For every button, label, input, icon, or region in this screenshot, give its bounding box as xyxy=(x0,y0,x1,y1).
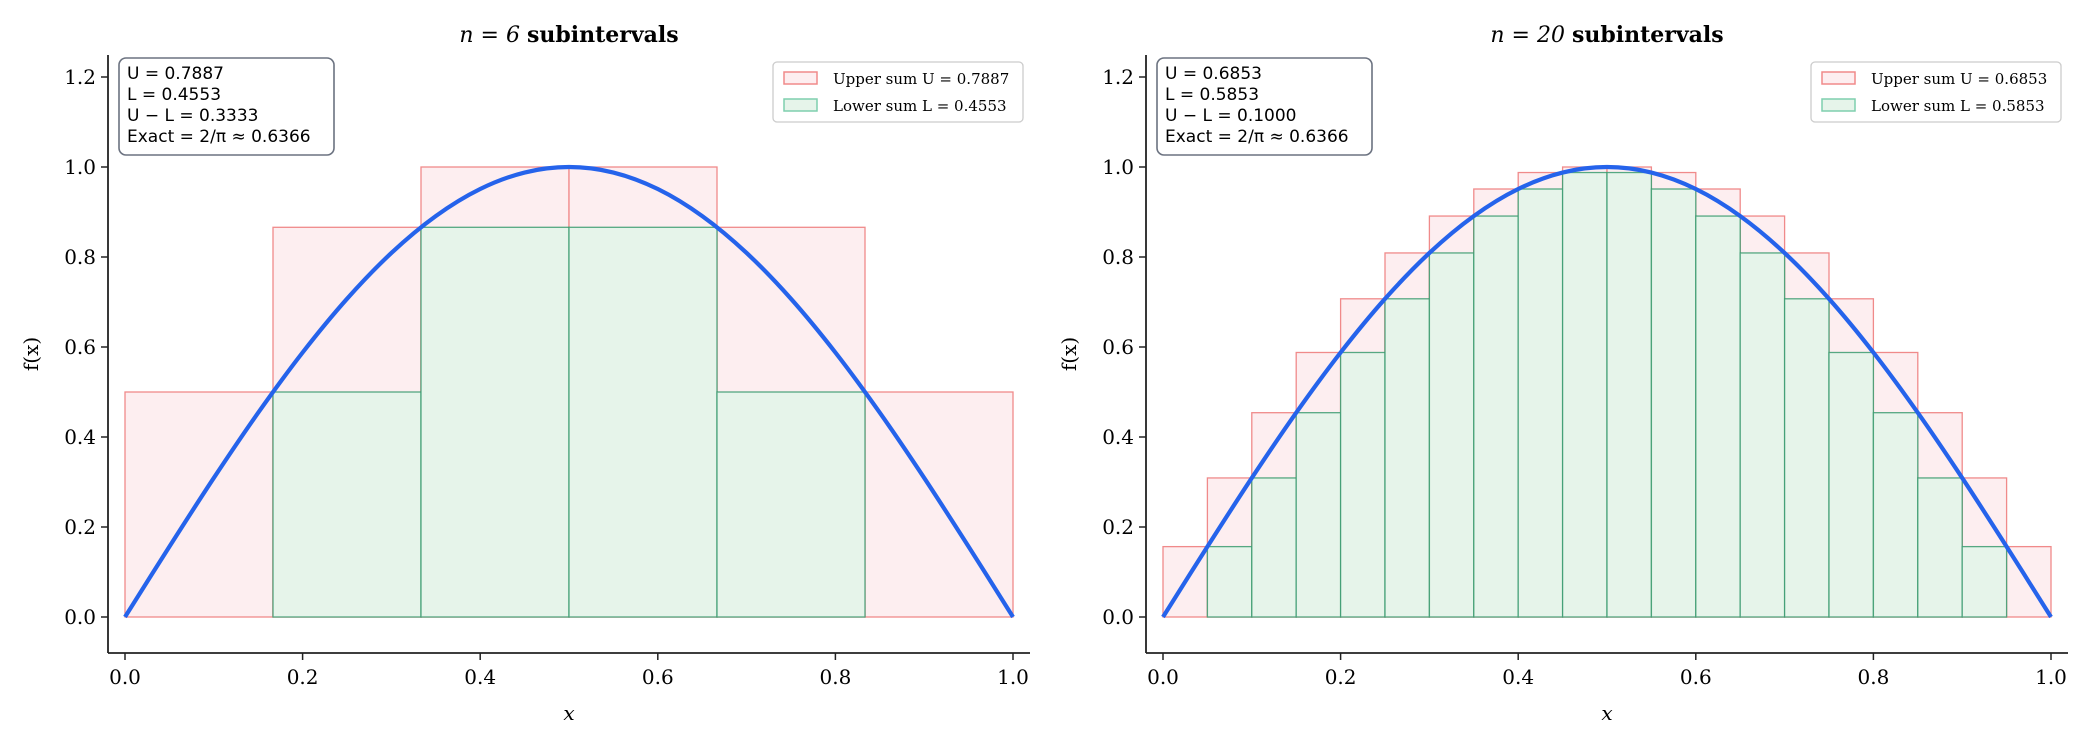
x-tick-label: 0.4 xyxy=(1502,665,1534,689)
lower-sum-bar xyxy=(420,226,570,618)
lower-sum-bar xyxy=(1606,171,1653,618)
chart-title-text: subintervals xyxy=(527,22,679,48)
lower-sum-bar xyxy=(272,391,422,618)
legend-swatch-lower xyxy=(783,98,818,112)
x-tick-label: 0.0 xyxy=(109,665,141,689)
lower-sum-bar xyxy=(1695,215,1741,618)
y-axis-label: f(x) xyxy=(19,337,43,371)
y-tick-label: 0.4 xyxy=(1102,425,1134,449)
x-axis-label: x xyxy=(563,701,574,725)
annotation-line: L = 0.4553 xyxy=(127,85,221,105)
x-tick-label: 0.0 xyxy=(1147,665,1179,689)
legend-swatch-upper xyxy=(1821,71,1856,85)
chart-title-text: subintervals xyxy=(1572,22,1724,48)
x-tick-label: 0.2 xyxy=(1325,665,1357,689)
chart-panel-1: 0.0 0.2 0.4 0.6 0.8 1.0 0.0 0.2 0.4 0.6 0.8 1.0 1.2 x… xyxy=(19,22,1030,725)
lower-sum-bar xyxy=(1917,477,1963,618)
annotation-box xyxy=(1156,57,1373,156)
y-tick-label: 1.2 xyxy=(1102,65,1134,89)
legend-label-upper: Upper sum U = 0.7887 xyxy=(833,70,1009,88)
legend-label-lower: Lower sum L = 0.4553 xyxy=(833,97,1007,115)
lower-sum-bar xyxy=(1872,412,1919,618)
lower-sum-bar xyxy=(1739,252,1786,618)
annotation-line: U = 0.6853 xyxy=(1165,64,1262,84)
chart-title-math: n = 6 xyxy=(459,23,527,48)
lower-sum-bar xyxy=(1517,188,1564,618)
lower-sum-bar xyxy=(1339,351,1386,618)
lower-sum-bar xyxy=(1650,188,1697,618)
y-tick-label: 0.8 xyxy=(64,245,96,269)
y-tick-label: 0.6 xyxy=(64,335,96,359)
lower-sum-bar xyxy=(716,391,866,618)
function-curve xyxy=(123,164,1015,619)
x-tick-label: 0.8 xyxy=(819,665,851,689)
x-tick-label: 0.2 xyxy=(287,665,319,689)
y-tick-label: 0.0 xyxy=(1102,605,1134,629)
annotation-line: L = 0.5853 xyxy=(1165,85,1259,105)
lower-sum-bar xyxy=(1206,545,1253,618)
lower-sum-bar xyxy=(568,226,718,618)
lower-sum-bar xyxy=(1428,252,1475,618)
x-tick-label: 1.0 xyxy=(997,665,1029,689)
x-axis-label: x xyxy=(1601,701,1612,725)
y-tick-label: 1.0 xyxy=(64,155,96,179)
chart-title: n = 20 subintervals xyxy=(1490,22,1723,48)
x-tick-label: 0.6 xyxy=(1680,665,1712,689)
x-tick-label: 0.8 xyxy=(1857,665,1889,689)
lower-sum-bar xyxy=(1828,351,1875,618)
annotation-line: Exact = 2/π ≈ 0.6366 xyxy=(127,127,311,147)
y-tick-label: 1.0 xyxy=(1102,155,1134,179)
legend-swatch-upper xyxy=(783,71,818,85)
legend-label-lower: Lower sum L = 0.5853 xyxy=(1871,97,2045,115)
y-tick-label: 0.0 xyxy=(64,605,96,629)
chart-panel-2: 0.0 0.2 0.4 0.6 0.8 1.0 0.0 0.2 0.4 0.6 0.8 1.0 1.2 x… xyxy=(1057,22,2068,725)
lower-sum-bar xyxy=(1295,412,1342,618)
y-tick-label: 0.8 xyxy=(1102,245,1134,269)
lower-sum-bar xyxy=(1384,298,1431,618)
lower-sum-bar xyxy=(1783,298,1830,618)
y-tick-label: 0.6 xyxy=(1102,335,1134,359)
y-tick-label: 1.2 xyxy=(64,65,96,89)
y-axis-label: f(x) xyxy=(1057,337,1081,371)
x-tick-label: 0.4 xyxy=(464,665,496,689)
lower-sum-bar xyxy=(1473,215,1519,618)
lower-sum-bar xyxy=(1251,477,1297,618)
x-tick-label: 1.0 xyxy=(2035,665,2067,689)
y-tick-label: 0.4 xyxy=(64,425,96,449)
y-tick-label: 0.2 xyxy=(1102,515,1134,539)
function-curve xyxy=(1161,164,2053,619)
annotation-line: Exact = 2/π ≈ 0.6366 xyxy=(1165,127,1349,147)
lower-sum-bar xyxy=(1561,171,1608,618)
annotation-line: U = 0.7887 xyxy=(127,64,224,84)
lower-sum-bar xyxy=(1961,545,2008,618)
legend-box xyxy=(1810,61,2062,123)
legend-swatch-lower xyxy=(1821,98,1856,112)
chart-title: n = 6 subintervals xyxy=(459,22,678,48)
chart-title-math: n = 20 xyxy=(1490,23,1572,48)
y-tick-label: 0.2 xyxy=(64,515,96,539)
annotation-box xyxy=(118,57,335,156)
legend-box xyxy=(772,61,1024,123)
legend-label-upper: Upper sum U = 0.6853 xyxy=(1871,70,2047,88)
x-tick-label: 0.6 xyxy=(642,665,674,689)
annotation-line: U − L = 0.1000 xyxy=(1165,106,1297,126)
annotation-line: U − L = 0.3333 xyxy=(127,106,259,126)
